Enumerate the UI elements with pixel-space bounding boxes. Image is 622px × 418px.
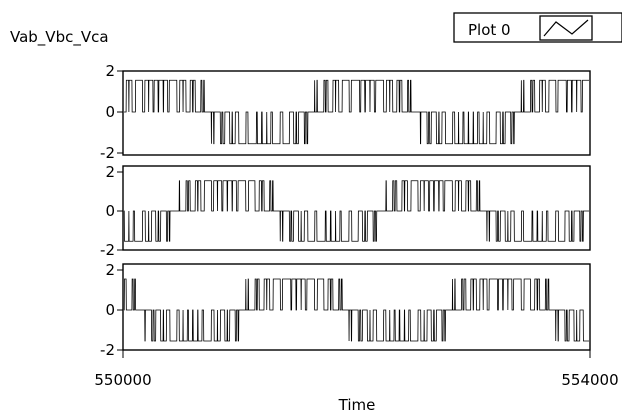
- y-tick-label: -2: [100, 241, 115, 259]
- legend-line-icon: [543, 19, 589, 37]
- plot-legend[interactable]: Plot 0: [453, 12, 622, 43]
- plot-panel-3: 2 0 -2: [100, 261, 591, 359]
- plot-panel-2: 2 0 -2: [100, 163, 591, 259]
- x-tick-label: 550000: [94, 371, 151, 389]
- x-tick-label: 554000: [561, 371, 618, 389]
- y-tick-label: 0: [105, 202, 115, 220]
- series-line-2: [123, 180, 589, 242]
- plot-panel-1: 2 0 -2: [100, 62, 591, 162]
- y-tick-label: 0: [105, 103, 115, 121]
- y-tick-label: 2: [105, 261, 115, 279]
- y-tick-label: 2: [105, 62, 115, 80]
- graph-title: Vab_Vbc_Vca: [10, 28, 109, 47]
- series-line-1: [124, 79, 589, 145]
- y-tick-label: 0: [105, 301, 115, 319]
- y-tick-label: -2: [100, 144, 115, 162]
- x-axis-label: Time: [338, 396, 376, 414]
- series-line-3: [123, 278, 589, 342]
- plot-frame: [122, 165, 591, 251]
- legend-box: [453, 12, 622, 43]
- y-tick-label: -2: [100, 341, 115, 359]
- y-tick-label: 2: [105, 163, 115, 181]
- legend-swatch: [539, 15, 593, 41]
- legend-label: Plot 0: [468, 21, 511, 39]
